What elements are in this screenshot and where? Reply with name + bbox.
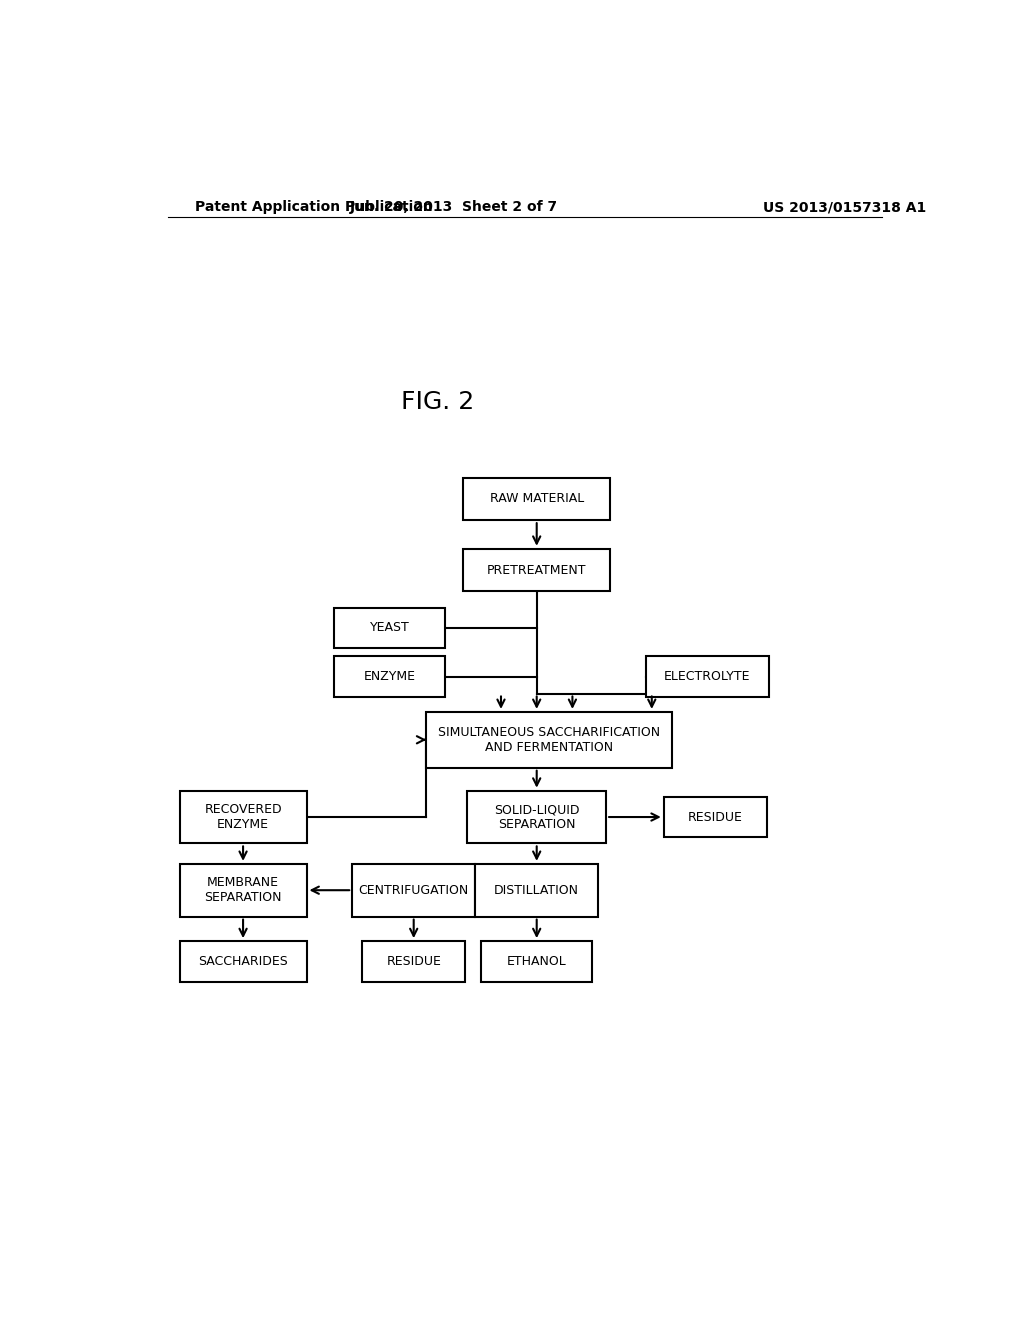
Text: SOLID-LIQUID
SEPARATION: SOLID-LIQUID SEPARATION xyxy=(494,803,580,832)
Text: FIG. 2: FIG. 2 xyxy=(400,391,474,414)
Text: SACCHARIDES: SACCHARIDES xyxy=(199,954,288,968)
FancyBboxPatch shape xyxy=(179,791,306,843)
Text: US 2013/0157318 A1: US 2013/0157318 A1 xyxy=(763,201,926,214)
FancyBboxPatch shape xyxy=(467,791,606,843)
FancyBboxPatch shape xyxy=(426,711,672,768)
FancyBboxPatch shape xyxy=(646,656,769,697)
Text: PRETREATMENT: PRETREATMENT xyxy=(487,564,587,577)
Text: CENTRIFUGATION: CENTRIFUGATION xyxy=(358,883,469,896)
Text: SIMULTANEOUS SACCHARIFICATION
AND FERMENTATION: SIMULTANEOUS SACCHARIFICATION AND FERMEN… xyxy=(437,726,659,754)
Text: ETHANOL: ETHANOL xyxy=(507,954,566,968)
FancyBboxPatch shape xyxy=(463,549,610,591)
Text: Patent Application Publication: Patent Application Publication xyxy=(196,201,433,214)
FancyBboxPatch shape xyxy=(179,941,306,982)
Text: RESIDUE: RESIDUE xyxy=(386,954,441,968)
Text: ENZYME: ENZYME xyxy=(364,671,416,684)
FancyBboxPatch shape xyxy=(334,656,445,697)
Text: MEMBRANE
SEPARATION: MEMBRANE SEPARATION xyxy=(205,876,282,904)
FancyBboxPatch shape xyxy=(664,797,767,837)
FancyBboxPatch shape xyxy=(334,607,445,648)
Text: RAW MATERIAL: RAW MATERIAL xyxy=(489,492,584,506)
FancyBboxPatch shape xyxy=(352,863,475,916)
FancyBboxPatch shape xyxy=(475,863,598,916)
FancyBboxPatch shape xyxy=(179,863,306,916)
Text: YEAST: YEAST xyxy=(370,622,410,635)
Text: ELECTROLYTE: ELECTROLYTE xyxy=(665,671,751,684)
Text: DISTILLATION: DISTILLATION xyxy=(495,883,580,896)
Text: RESIDUE: RESIDUE xyxy=(688,810,742,824)
Text: RECOVERED
ENZYME: RECOVERED ENZYME xyxy=(204,803,282,832)
FancyBboxPatch shape xyxy=(463,478,610,520)
FancyBboxPatch shape xyxy=(481,941,592,982)
FancyBboxPatch shape xyxy=(362,941,465,982)
Text: Jun. 20, 2013  Sheet 2 of 7: Jun. 20, 2013 Sheet 2 of 7 xyxy=(349,201,557,214)
